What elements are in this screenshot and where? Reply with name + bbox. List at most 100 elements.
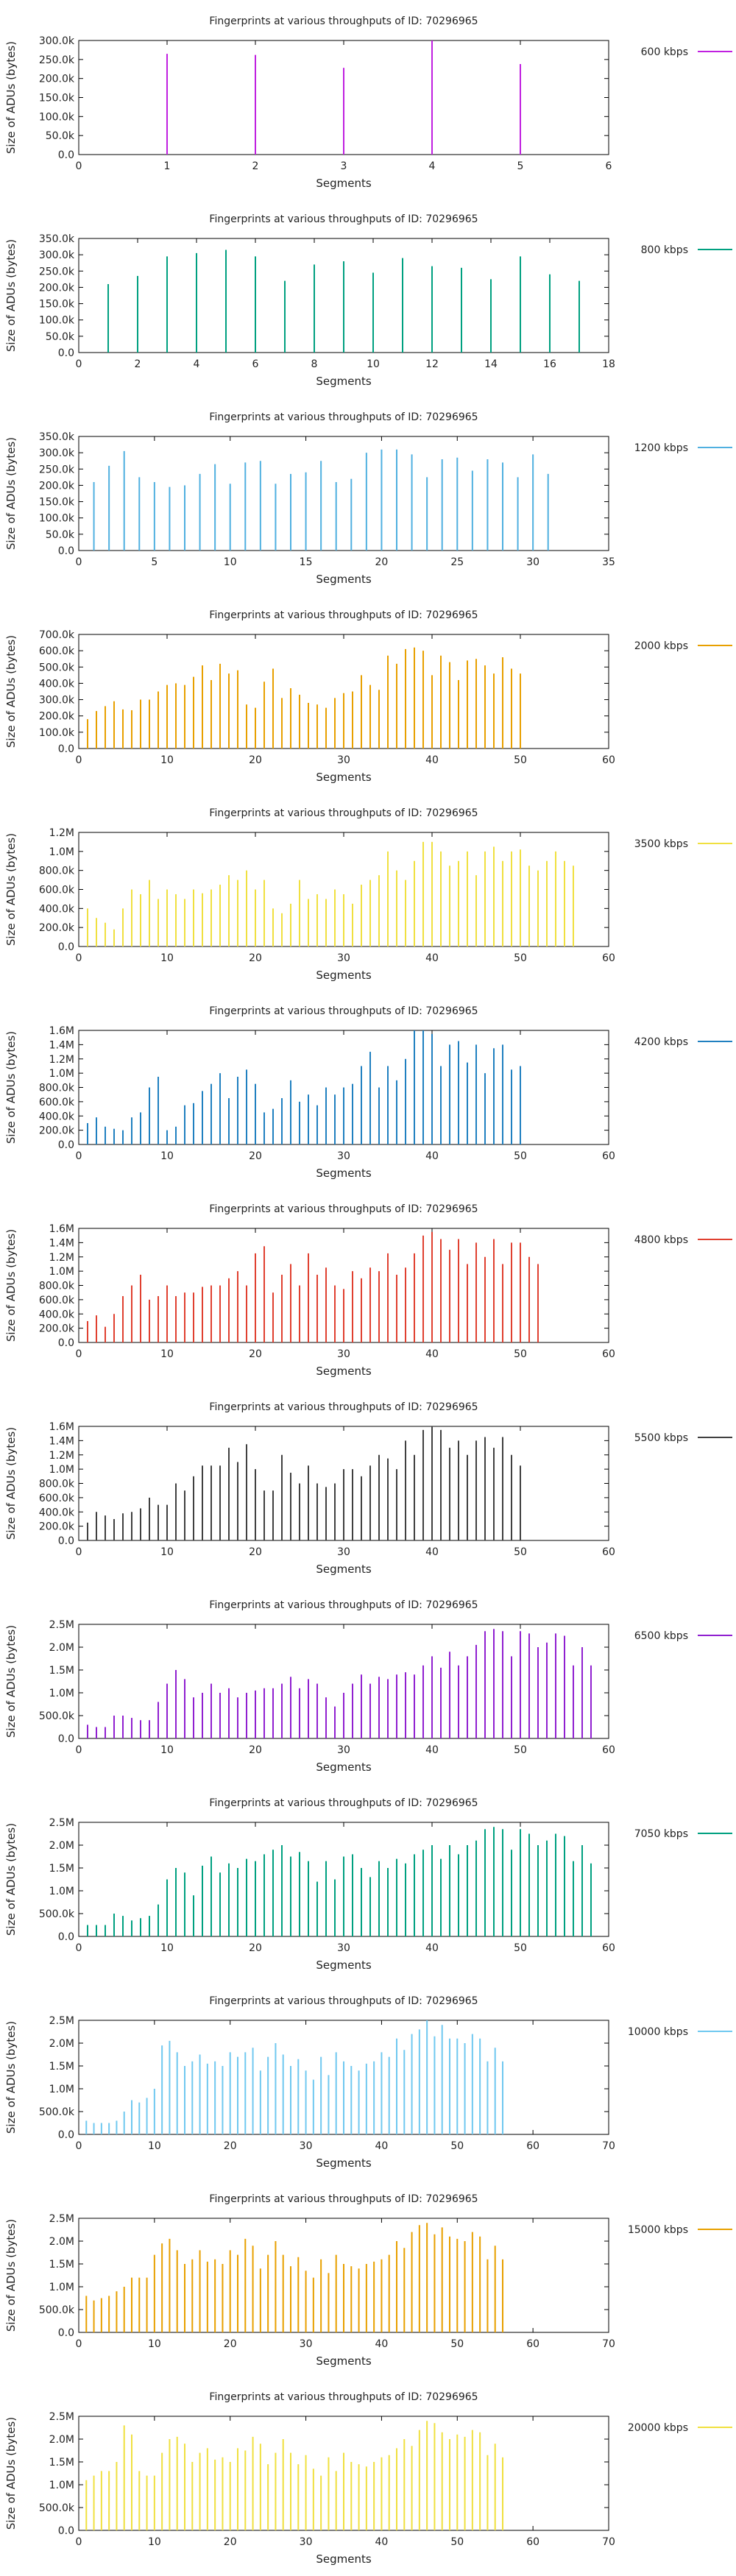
x-tick-label: 0 [76,556,82,568]
chart-svg: Fingerprints at various throughputs of I… [4,2193,732,2368]
y-tick-label: 0.0 [58,743,74,755]
y-tick-label: 500.0k [39,2502,75,2514]
chart-panel: Fingerprints at various throughputs of I… [0,1782,736,1980]
y-tick-label: 1.4M [49,1435,74,1447]
y-tick-label: 2.5M [49,1619,74,1631]
x-axis-label: Segments [316,1958,372,1972]
x-tick-label: 10 [160,1348,174,1360]
x-tick-label: 0 [76,1348,82,1360]
x-tick-label: 0 [76,2338,82,2350]
plot-frame [78,436,609,551]
y-tick-label: 0.0 [58,1931,74,1943]
y-axis-label: Size of ADUs (bytes) [4,1229,18,1342]
x-tick-label: 16 [543,358,556,370]
y-tick-label: 600.0k [39,885,75,896]
y-tick-label: 350.0k [39,431,75,443]
y-axis-label: Size of ADUs (bytes) [4,1031,18,1144]
x-axis-label: Segments [316,969,372,982]
legend-label: 5500 kbps [634,1432,688,1444]
x-tick-label: 10 [160,754,174,766]
legend-label: 1200 kbps [634,442,688,454]
chart-panel: Fingerprints at various throughputs of I… [0,1584,736,1782]
chart-title: Fingerprints at various throughputs of I… [209,1203,478,1215]
x-axis-label: Segments [316,573,372,586]
chart-svg: Fingerprints at various throughputs of I… [4,1203,732,1378]
y-axis-label: Size of ADUs (bytes) [4,1625,18,1738]
y-tick-label: 800.0k [39,1083,75,1094]
y-tick-label: 0.0 [58,347,74,359]
x-tick-label: 20 [249,1546,262,1558]
y-tick-label: 500.0k [39,2106,75,2118]
y-tick-label: 200.0k [39,282,75,294]
x-axis-label: Segments [316,2552,372,2566]
y-tick-label: 2.0M [49,2236,74,2248]
chart-svg: Fingerprints at various throughputs of I… [4,1401,732,1576]
x-tick-label: 10 [160,1942,174,1954]
y-axis-label: Size of ADUs (bytes) [4,1823,18,1936]
chart-svg: Fingerprints at various throughputs of I… [4,609,732,784]
y-tick-label: 1.0M [49,1464,74,1476]
x-tick-label: 50 [514,952,527,964]
x-axis-label: Segments [316,1365,372,1378]
x-tick-label: 0 [76,1546,82,1558]
x-tick-label: 30 [337,754,350,766]
x-tick-label: 60 [602,1546,615,1558]
y-tick-label: 400.0k [39,1111,75,1122]
legend-label: 600 kbps [641,46,688,58]
y-axis-label: Size of ADUs (bytes) [4,833,18,946]
x-tick-label: 50 [514,1348,527,1360]
y-tick-label: 1.0M [49,2282,74,2293]
x-tick-label: 40 [425,952,439,964]
y-tick-label: 50.0k [46,130,75,142]
chart-title: Fingerprints at various throughputs of I… [209,1599,478,1611]
y-tick-label: 200.0k [39,74,75,85]
y-axis-label: Size of ADUs (bytes) [4,41,18,154]
x-tick-label: 40 [375,2338,389,2350]
x-tick-label: 50 [514,1942,527,1954]
y-tick-label: 200.0k [39,480,75,492]
chart-panel: Fingerprints at various throughputs of I… [0,594,736,792]
x-tick-label: 0 [76,1744,82,1756]
y-axis-label: Size of ADUs (bytes) [4,1427,18,1540]
x-tick-label: 4 [194,358,200,370]
x-tick-label: 3 [341,160,347,172]
chart-title: Fingerprints at various throughputs of I… [209,213,478,225]
x-tick-label: 40 [425,754,439,766]
x-tick-label: 50 [514,754,527,766]
y-tick-label: 1.0M [49,1068,74,1080]
legend-label: 6500 kbps [634,1630,688,1642]
y-tick-label: 1.0M [49,2480,74,2491]
y-tick-label: 0.0 [58,149,74,161]
legend-label: 4800 kbps [634,1234,688,1246]
x-tick-label: 60 [602,1942,615,1954]
x-tick-label: 18 [602,358,615,370]
chart-title: Fingerprints at various throughputs of I… [209,1401,478,1413]
x-axis-label: Segments [316,1167,372,1180]
x-tick-label: 20 [224,2338,237,2350]
y-tick-label: 100.0k [39,111,75,123]
y-tick-label: 1.4M [49,1237,74,1249]
chart-svg: Fingerprints at various throughputs of I… [4,411,732,586]
x-tick-label: 60 [602,1150,615,1162]
y-axis-label: Size of ADUs (bytes) [4,2219,18,2332]
chart-panel: Fingerprints at various throughputs of I… [0,1980,736,2178]
x-tick-label: 5 [517,160,524,172]
y-tick-label: 2.0M [49,2038,74,2050]
x-tick-label: 0 [76,358,82,370]
x-axis-label: Segments [316,375,372,388]
chart-svg: Fingerprints at various throughputs of I… [4,1599,732,1774]
y-tick-label: 0.0 [58,1337,74,1349]
x-tick-label: 2 [135,358,141,370]
x-tick-label: 10 [148,2338,161,2350]
legend-label: 10000 kbps [628,2026,688,2038]
y-tick-label: 1.6M [49,1025,74,1037]
x-tick-label: 30 [300,2140,313,2152]
x-tick-label: 20 [249,754,262,766]
x-tick-label: 60 [602,754,615,766]
chart-panel: Fingerprints at various throughputs of I… [0,396,736,594]
x-tick-label: 10 [160,1546,174,1558]
y-tick-label: 400.0k [39,678,75,690]
y-tick-label: 50.0k [46,529,75,541]
x-tick-label: 0 [76,160,82,172]
y-tick-label: 2.5M [49,2411,74,2423]
